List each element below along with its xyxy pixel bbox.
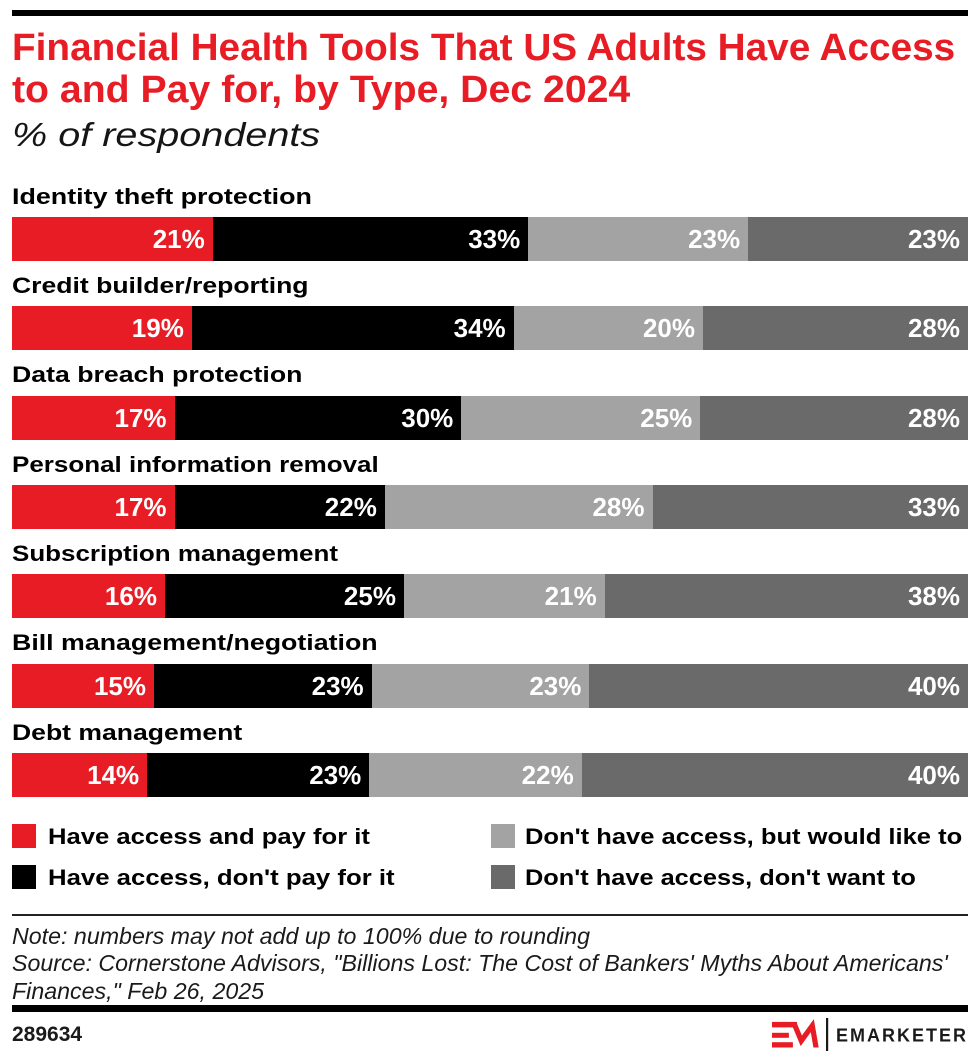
svg-text:EMARKETER: EMARKETER <box>836 1026 968 1046</box>
